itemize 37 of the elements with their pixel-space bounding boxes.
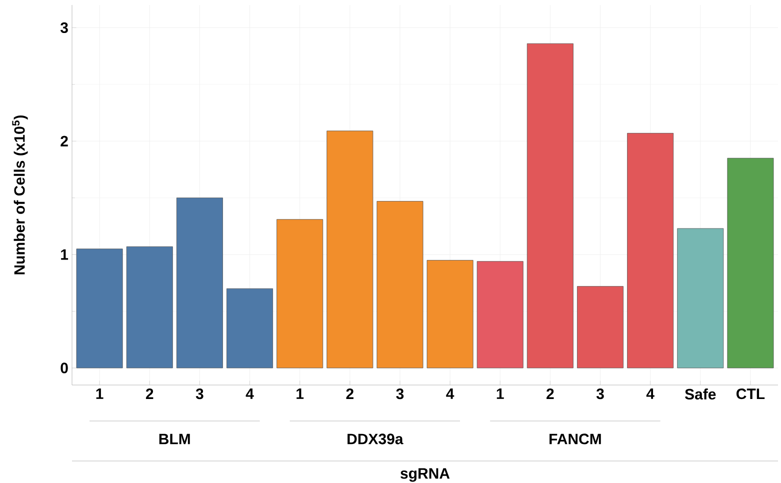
- x-tick-label: CTL: [736, 388, 765, 400]
- bar: [176, 198, 223, 368]
- bar: [326, 130, 374, 368]
- x-tick-label: 1: [296, 388, 304, 399]
- bar: [76, 248, 123, 368]
- y-tick-label: 0: [60, 362, 68, 374]
- x-tick-label: 2: [146, 388, 154, 400]
- x-axis-title: sgRNA: [400, 468, 450, 482]
- x-tick-label: 4: [246, 388, 254, 399]
- bar: [276, 219, 324, 368]
- text: FANCM: [550, 434, 601, 444]
- bar: [577, 286, 624, 368]
- x-tick-label: 4: [446, 388, 454, 399]
- y-tick-label: 1: [61, 249, 68, 260]
- x-tick-label: 1: [496, 388, 504, 399]
- bar: [526, 43, 574, 368]
- bar: [226, 288, 273, 368]
- x-tick-label: 2: [546, 388, 554, 400]
- text: BLM: [159, 434, 190, 444]
- bar: [126, 246, 173, 368]
- x-tick-label: 1: [96, 388, 104, 399]
- y-tick-label: 2: [60, 136, 68, 146]
- bar: [426, 260, 474, 368]
- bar: [376, 201, 424, 368]
- x-tick-label: 4: [646, 388, 654, 399]
- x-tick-label: 3: [396, 388, 404, 400]
- y-axis-title: Number of Cells (x10$^{5}$): [12, 115, 28, 274]
- text: DDX39a: [348, 434, 404, 444]
- x-tick-label: Safe: [684, 388, 716, 400]
- x-tick-label: 3: [596, 388, 604, 400]
- x-tick-label: 2: [346, 388, 354, 400]
- bar: [476, 261, 524, 368]
- bar: [677, 228, 724, 368]
- y-tick-label: 3: [60, 22, 68, 34]
- x-tick-label: 3: [196, 388, 204, 400]
- bar: [727, 158, 774, 368]
- bar: [627, 132, 674, 368]
